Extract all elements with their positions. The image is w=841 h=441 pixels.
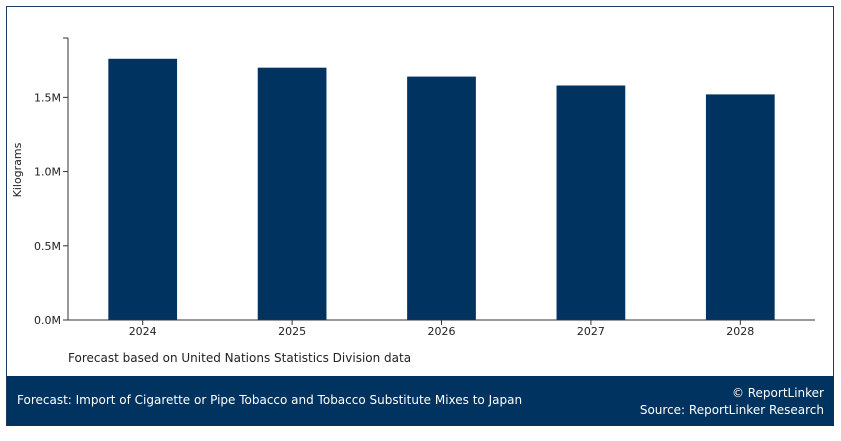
source-text: Source: ReportLinker Research [639,403,824,417]
x-tick-label: 2028 [726,325,754,338]
y-tick-label: 1.5M [34,91,61,104]
y-tick-label: 1.0M [34,166,61,179]
axes: 0.0M 0.5M 1.0M 1.5M 2024 2025 2026 2027 2028 [34,37,815,338]
bar-2025 [257,67,327,321]
footer-bar: Forecast: Import of Cigarette or Pipe To… [7,376,834,426]
x-tick-label: 2027 [577,325,605,338]
x-tick-label: 2025 [278,325,306,338]
bars [108,58,775,321]
y-axis-label: Kilograms [11,142,24,197]
forecast-note: Forecast based on United Nations Statist… [68,351,412,365]
footer-credits: © ReportLinker Source: ReportLinker Rese… [640,385,824,419]
x-tick-label: 2026 [428,325,456,338]
bar-2026 [407,76,476,320]
copyright-text: © ReportLinker [731,386,824,400]
x-tick-label: 2024 [129,325,157,338]
y-tick-label: 0.5M [34,240,61,253]
y-tick-label: 0.0M [34,314,61,327]
bar-2027 [556,85,626,320]
footer-title: Forecast: Import of Cigarette or Pipe To… [17,393,523,407]
bar-2024 [108,58,178,321]
bar-2028 [705,94,775,321]
